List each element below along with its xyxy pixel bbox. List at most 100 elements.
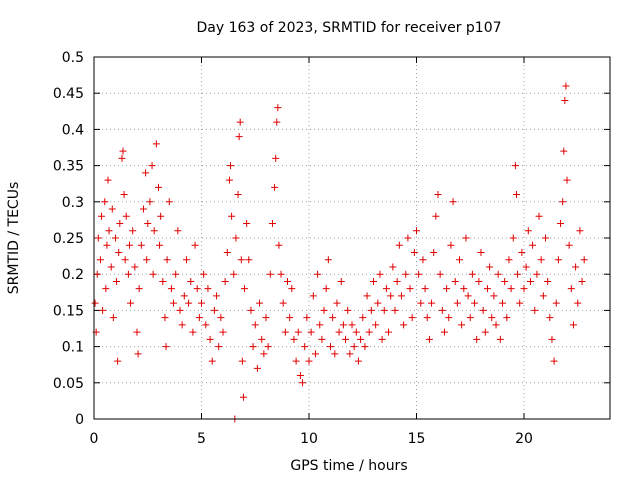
data-point (524, 227, 532, 235)
data-point (567, 285, 575, 293)
data-point (309, 292, 317, 300)
data-point (382, 285, 390, 293)
data-point (562, 82, 570, 90)
data-point (115, 248, 123, 256)
data-point (99, 306, 107, 314)
data-point (149, 270, 157, 278)
data-point (464, 292, 472, 300)
data-point (372, 321, 380, 329)
data-point (544, 277, 552, 285)
data-point (512, 191, 520, 199)
data-point (129, 227, 137, 235)
data-point (578, 277, 586, 285)
data-point (359, 314, 367, 322)
data-point (473, 335, 481, 343)
chart-title: Day 163 of 2023, SRMTID for receiver p10… (196, 20, 501, 36)
data-point (234, 191, 242, 199)
data-point (391, 306, 399, 314)
data-point (170, 299, 178, 307)
data-point (108, 205, 116, 213)
data-point (223, 248, 231, 256)
data-point (180, 292, 188, 300)
data-point (434, 191, 442, 199)
data-point (546, 314, 554, 322)
data-point (206, 335, 214, 343)
data-point (561, 96, 569, 104)
data-point (275, 241, 283, 249)
data-point (274, 104, 282, 112)
data-point (436, 270, 444, 278)
data-point (253, 364, 261, 372)
data-point (509, 234, 517, 242)
data-point (419, 256, 427, 264)
data-point (101, 198, 109, 206)
data-point (118, 154, 126, 162)
data-point (121, 256, 129, 264)
data-point (462, 234, 470, 242)
data-point (286, 314, 294, 322)
data-point (94, 234, 102, 242)
data-point (159, 277, 167, 285)
data-point (511, 162, 519, 170)
data-point (514, 270, 522, 278)
data-point (563, 176, 571, 184)
data-point (451, 277, 459, 285)
data-point (548, 335, 556, 343)
data-point (299, 379, 307, 387)
data-point (273, 118, 281, 126)
data-point (249, 343, 257, 351)
tick-layer: 0 0.05 0.1 0.15 0.2 0.25 0.3 0.35 0.4 0.45 0.5 0 5 10… (53, 50, 610, 447)
data-point (113, 277, 121, 285)
plot-frame (93, 56, 611, 420)
data-point (210, 306, 218, 314)
y-tick-label: 0.15 (53, 303, 84, 319)
data-point (445, 314, 453, 322)
data-point (156, 241, 164, 249)
data-point (120, 191, 128, 199)
data-point (404, 234, 412, 242)
data-point (494, 270, 502, 278)
data-point (232, 234, 240, 242)
data-point (109, 314, 117, 322)
data-point (370, 277, 377, 285)
data-point (322, 285, 330, 293)
data-point (239, 393, 247, 401)
data-point (477, 248, 485, 256)
data-point (393, 277, 401, 285)
data-point (93, 270, 101, 278)
x-tick-label: 5 (197, 431, 206, 447)
data-point (176, 306, 184, 314)
data-point (251, 321, 259, 329)
data-point (277, 270, 285, 278)
data-point (230, 270, 238, 278)
data-point (258, 335, 266, 343)
data-point (146, 198, 154, 206)
data-point (410, 248, 418, 256)
data-point (389, 263, 397, 271)
data-point (144, 220, 152, 228)
data-point (481, 328, 489, 336)
data-point (114, 357, 122, 365)
data-point (466, 314, 474, 322)
data-point (271, 183, 279, 191)
data-point (155, 183, 162, 191)
data-point (402, 270, 410, 278)
data-point (576, 227, 584, 235)
data-point (294, 328, 302, 336)
data-point (428, 299, 436, 307)
data-point (237, 256, 245, 264)
data-point (460, 285, 468, 293)
data-point (385, 328, 393, 336)
data-point (380, 306, 388, 314)
data-point (150, 227, 158, 235)
data-point (453, 299, 461, 307)
data-point (318, 335, 326, 343)
data-point (307, 328, 315, 336)
data-point (486, 263, 494, 271)
data-point (357, 335, 365, 343)
data-point (569, 321, 577, 329)
data-point (262, 314, 270, 322)
data-point (475, 277, 483, 285)
data-point (290, 335, 298, 343)
x-tick-label: 15 (408, 431, 426, 447)
